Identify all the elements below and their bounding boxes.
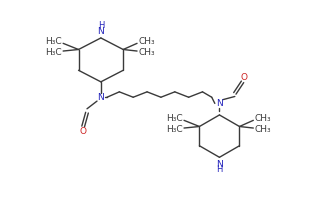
Text: N: N: [216, 160, 223, 169]
Text: H₃C: H₃C: [166, 114, 182, 123]
Text: H₃C: H₃C: [45, 37, 61, 46]
Text: N: N: [216, 99, 223, 108]
Text: O: O: [241, 73, 248, 82]
Text: H: H: [216, 165, 223, 174]
Text: O: O: [80, 127, 87, 136]
Text: H₃C: H₃C: [45, 48, 61, 57]
Text: CH₃: CH₃: [255, 125, 271, 134]
Text: CH₃: CH₃: [139, 37, 155, 46]
Text: H: H: [98, 21, 104, 30]
Text: CH₃: CH₃: [139, 48, 155, 57]
Text: N: N: [98, 93, 104, 102]
Text: N: N: [98, 27, 104, 35]
Text: CH₃: CH₃: [255, 114, 271, 123]
Text: H₃C: H₃C: [166, 125, 182, 134]
